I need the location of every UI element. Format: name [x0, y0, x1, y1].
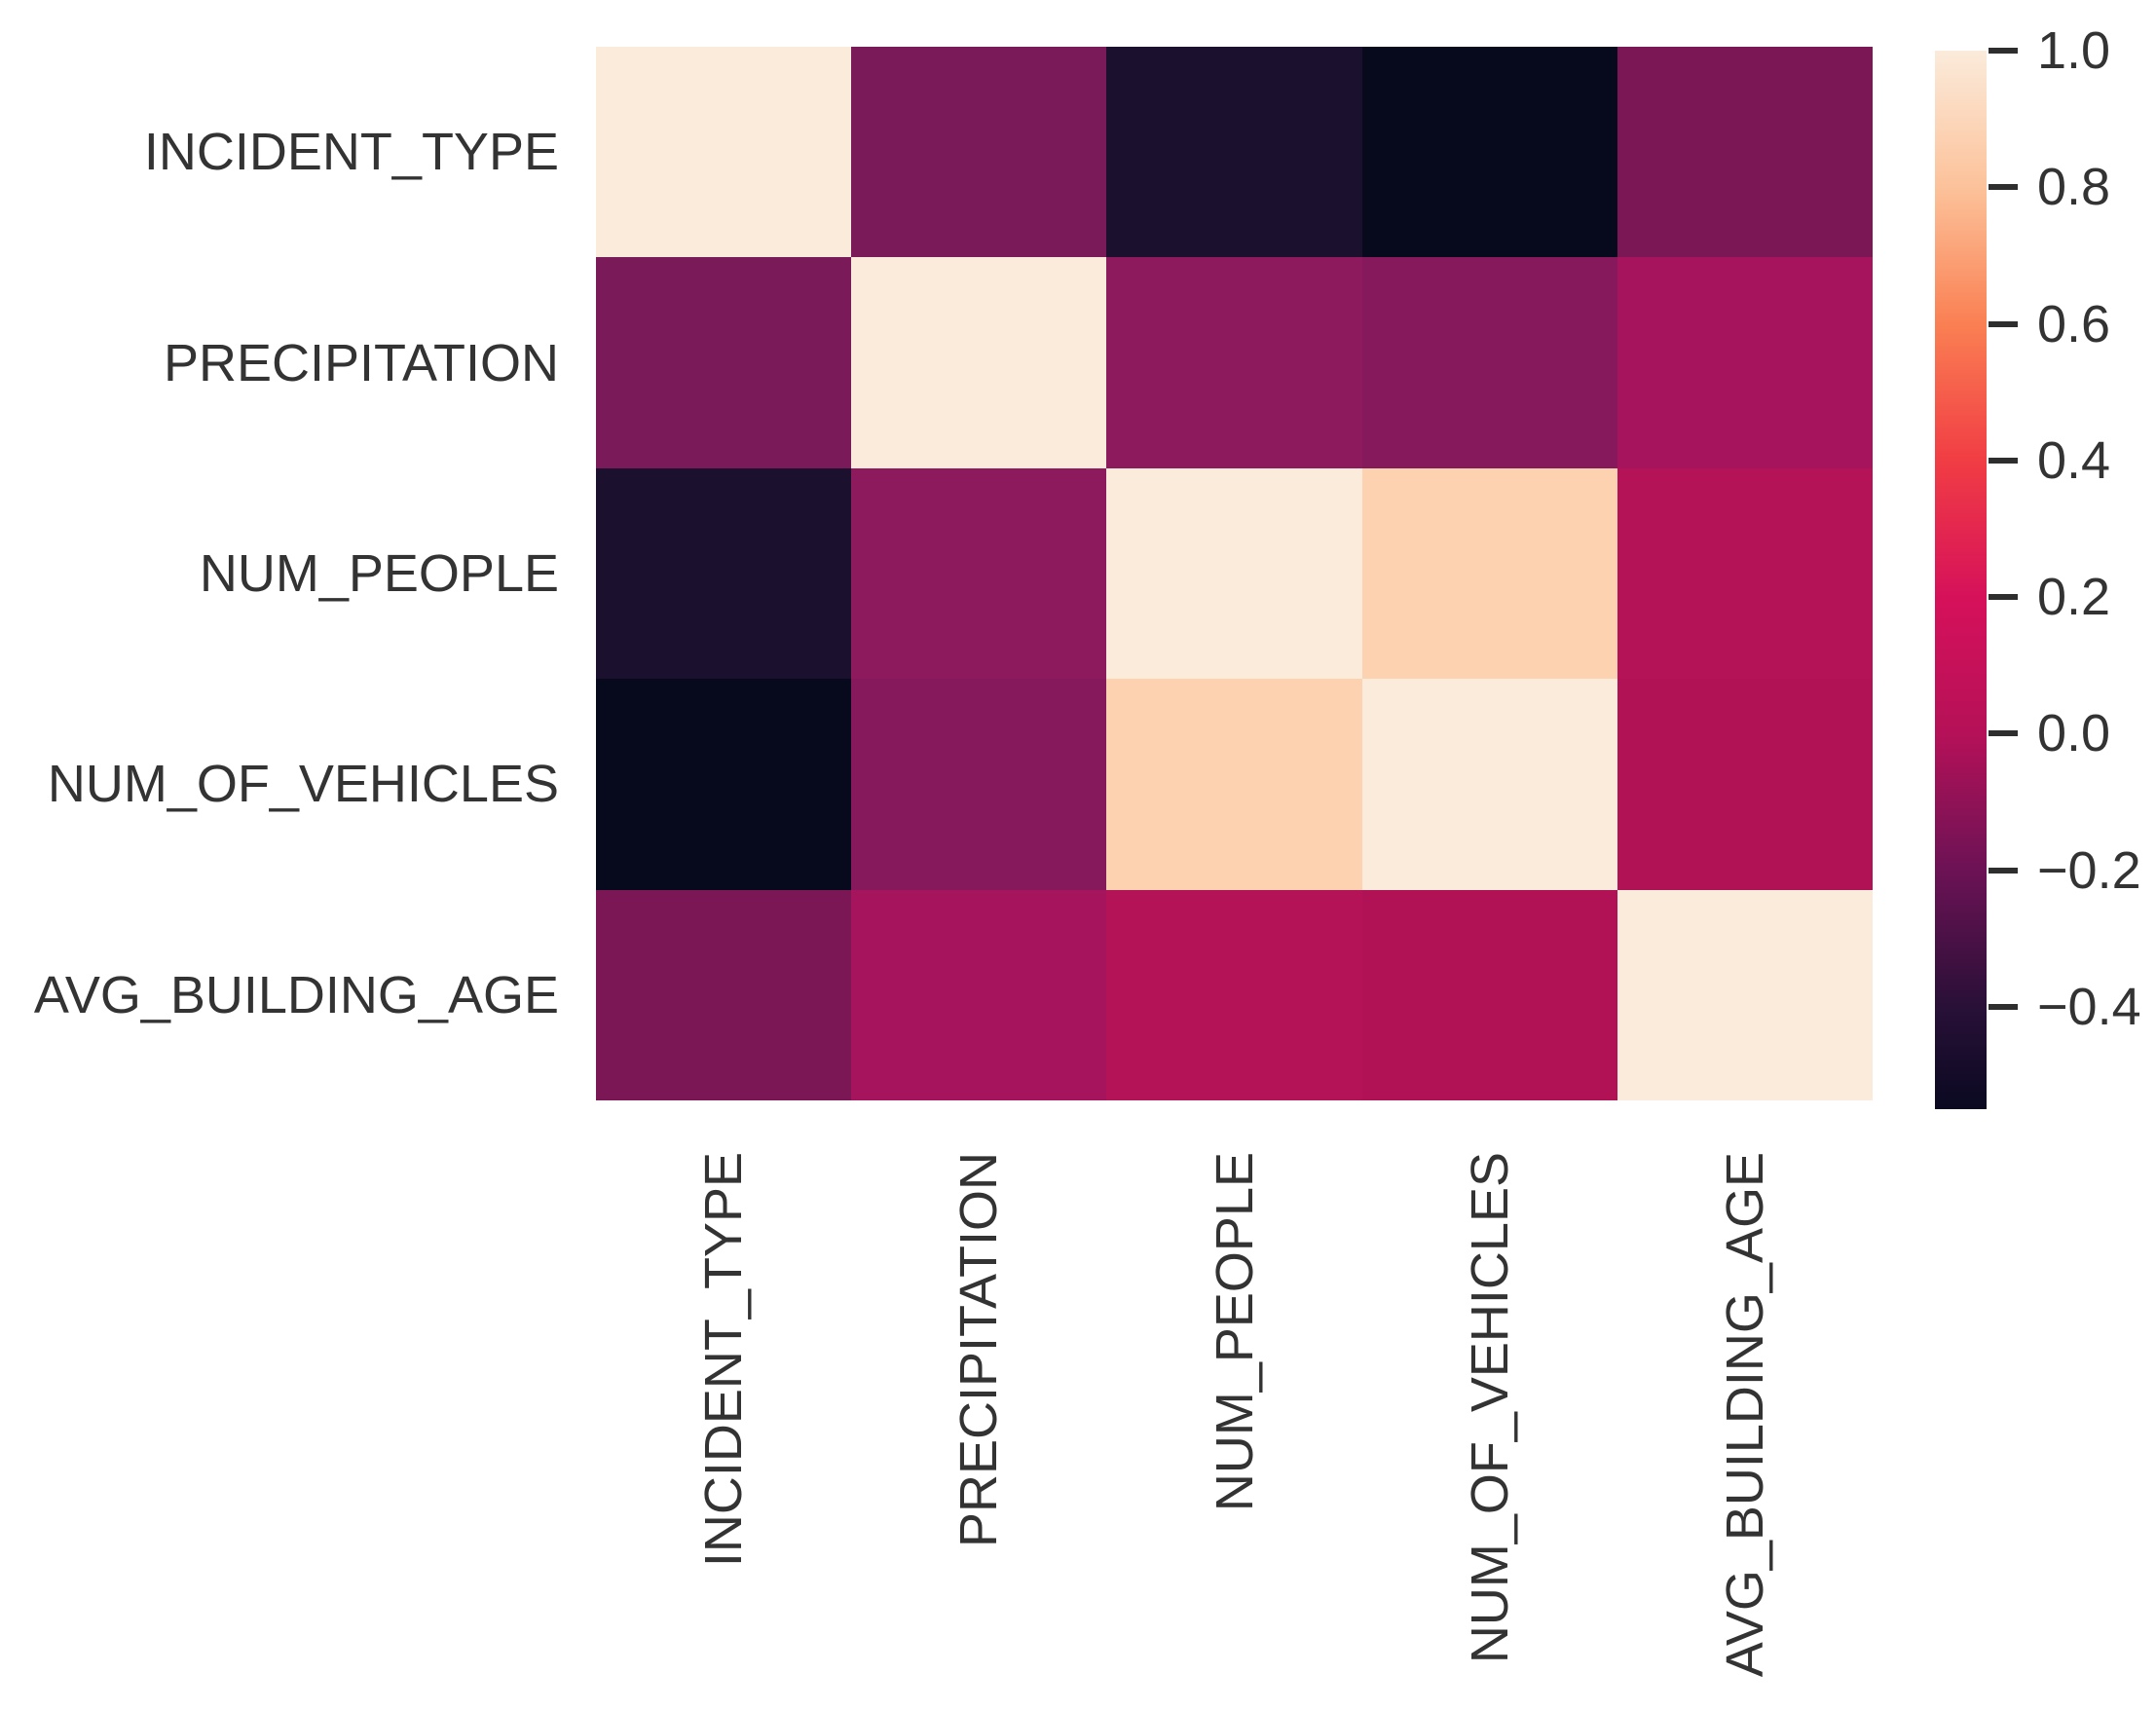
x-axis-tick-label: NUM_OF_VEHICLES — [1460, 1152, 1519, 1664]
heatmap-cell — [1617, 679, 1873, 890]
x-axis-tick-label: PRECIPITATION — [949, 1152, 1009, 1548]
heatmap-cell — [1617, 257, 1873, 468]
heatmap-cell — [596, 47, 852, 258]
colorbar-tick-label: −0.4 — [2037, 977, 2141, 1036]
heatmap-cell — [851, 257, 1107, 468]
x-axis-tick-label: NUM_PEOPLE — [1205, 1152, 1264, 1512]
heatmap-cell — [1361, 889, 1617, 1100]
heatmap-cell — [596, 257, 852, 468]
heatmap-cell — [1106, 47, 1362, 258]
heatmap-cell — [851, 889, 1107, 1100]
heatmap-grid — [596, 47, 1873, 1100]
heatmap-cell — [1617, 467, 1873, 680]
y-axis-tick-labels: INCIDENT_TYPE PRECIPITATION NUM_PEOPLE NUM_… — [0, 47, 559, 1100]
heatmap-cell — [1361, 47, 1617, 258]
y-axis-tick-label: AVG_BUILDING_AGE — [33, 965, 559, 1024]
colorbar-tick-label: 0.2 — [2037, 568, 2111, 627]
heatmap-cell — [1617, 889, 1873, 1100]
colorbar-tick-mark — [1989, 457, 2018, 464]
colorbar-gradient — [1935, 51, 1987, 1109]
x-axis-tick-label: AVG_BUILDING_AGE — [1715, 1152, 1774, 1678]
colorbar-tick-label: 1.0 — [2037, 21, 2111, 80]
heatmap-cell — [851, 467, 1107, 680]
colorbar-tick-mark — [1989, 730, 2018, 737]
colorbar-tick-mark — [1989, 48, 2018, 54]
heatmap-cell — [1106, 257, 1362, 468]
colorbar-tick-label: 0.8 — [2037, 158, 2111, 217]
heatmap-cell — [596, 889, 852, 1100]
colorbar-tick-mark — [1989, 867, 2018, 874]
heatmap-cell — [1361, 467, 1617, 680]
y-axis-tick-label: NUM_PEOPLE — [199, 543, 559, 603]
heatmap-cell — [1361, 257, 1617, 468]
colorbar-tick-label: 0.0 — [2037, 704, 2111, 763]
colorbar-tick-mark — [1989, 1003, 2018, 1010]
heatmap-cell — [1617, 47, 1873, 258]
heatmap-cell — [1361, 679, 1617, 890]
x-axis-tick-label: INCIDENT_TYPE — [694, 1152, 754, 1568]
colorbar-tick-label: −0.2 — [2037, 840, 2141, 900]
heatmap-cell — [596, 467, 852, 680]
y-axis-tick-label: PRECIPITATION — [163, 333, 559, 392]
y-axis-tick-label: INCIDENT_TYPE — [143, 123, 559, 182]
colorbar-tick-mark — [1989, 594, 2018, 601]
heatmap-cell — [1106, 467, 1362, 680]
heatmap-cell — [1106, 679, 1362, 890]
heatmap-cell — [1106, 889, 1362, 1100]
heatmap-cell — [851, 679, 1107, 890]
colorbar-tick-mark — [1989, 320, 2018, 327]
heatmap-cell — [851, 47, 1107, 258]
colorbar-tick-label: 0.6 — [2037, 294, 2111, 353]
heatmap-cell — [596, 679, 852, 890]
colorbar-tick-label: 0.4 — [2037, 430, 2111, 490]
colorbar-tick-mark — [1989, 184, 2018, 191]
y-axis-tick-label: NUM_OF_VEHICLES — [47, 755, 559, 814]
